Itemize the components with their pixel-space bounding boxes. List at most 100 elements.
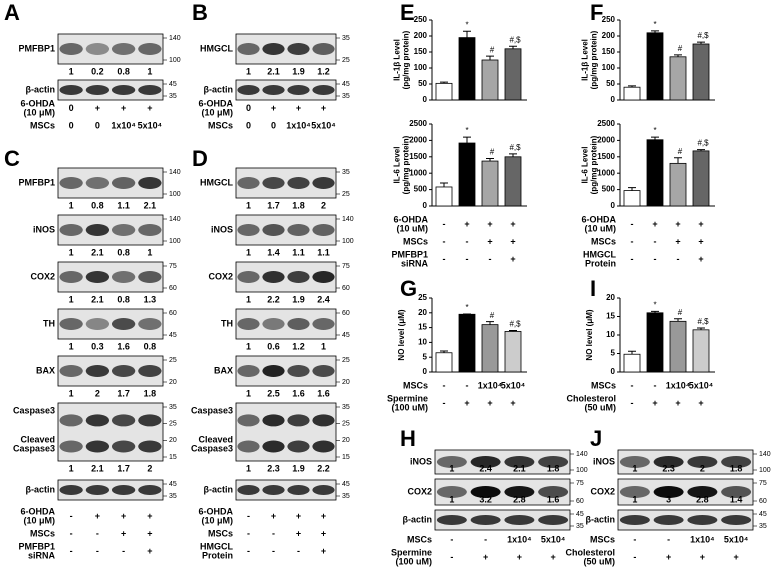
y-tick-label: 500 (602, 185, 616, 194)
blot-band (85, 414, 110, 427)
condition-mark: - (631, 219, 634, 229)
condition-mark: + (296, 103, 301, 113)
condition-mark: + (296, 528, 301, 538)
significance-label: #,$ (509, 320, 521, 329)
condition-mark: - (654, 380, 657, 390)
blot-frame (57, 79, 164, 101)
condition-mark: + (698, 236, 703, 246)
bar (692, 329, 710, 373)
condition-mark: 5x10⁴ (724, 534, 748, 544)
significance-label: # (678, 147, 683, 156)
condition-mark: + (510, 398, 515, 408)
condition-mark: + (487, 219, 492, 229)
blot-band (59, 271, 83, 283)
quant-label: 1 (147, 247, 152, 257)
bar (623, 353, 641, 373)
condition-mark: 0 (69, 103, 74, 113)
y-axis-label: NO level (μM) (397, 309, 406, 360)
quant-label: 1 (69, 294, 74, 304)
blot-band (262, 177, 285, 189)
mw-label: 60 (169, 310, 177, 317)
mw-label: 45 (169, 332, 177, 339)
blot-band (237, 414, 260, 427)
quant-label: 1 (69, 200, 74, 210)
bar (646, 312, 664, 373)
y-tick-label: 15 (418, 323, 427, 332)
quant-label: 1.7 (117, 463, 130, 473)
condition-mark: + (698, 254, 703, 264)
condition-mark: + (510, 254, 515, 264)
blot-band (237, 318, 260, 330)
blot-frame (617, 509, 754, 531)
error-bar (628, 85, 636, 88)
quant-label: 2.1 (513, 463, 526, 473)
mw-label: 35 (342, 35, 350, 42)
quant-label: 0.8 (117, 294, 130, 304)
error-bar (509, 330, 517, 332)
y-tick-label: 5 (611, 349, 616, 358)
bar (504, 48, 522, 101)
mw-label: 100 (169, 57, 181, 64)
protein-label: β-actin (204, 484, 234, 494)
blot-band (59, 318, 83, 330)
condition-mark: 5x10⁴ (689, 380, 713, 390)
bar (435, 82, 453, 101)
condition-mark: + (321, 546, 326, 556)
protein-label: COX2 (208, 271, 233, 281)
blot-band (85, 440, 110, 453)
protein-label: Caspase3 (191, 405, 233, 415)
panel-label: D (192, 146, 208, 171)
condition-mark: - (443, 380, 446, 390)
condition-mark: + (121, 511, 126, 521)
mw-label: 20 (342, 379, 350, 386)
blot-band (312, 485, 335, 495)
error-bar (486, 157, 494, 162)
blot-band (237, 85, 260, 95)
quant-label: 1.1 (292, 247, 305, 257)
blot-band (138, 85, 162, 95)
quant-label: 1.1 (117, 200, 130, 210)
condition-mark: + (271, 511, 276, 521)
mw-label: 75 (576, 480, 584, 487)
condition-mark: + (147, 546, 152, 556)
bar (623, 190, 641, 207)
condition-mark: 5x10⁴ (138, 120, 162, 130)
error-bar (697, 41, 705, 44)
y-tick-label: 200 (602, 31, 616, 40)
condition-mark: - (443, 236, 446, 246)
quant-label: 1 (632, 494, 637, 504)
condition-mark: + (675, 219, 680, 229)
condition-mark: - (631, 236, 634, 246)
significance-label: # (490, 311, 495, 320)
protein-label: β-actin (403, 514, 433, 524)
protein-label: TH (43, 318, 55, 328)
quant-label: 2.2 (317, 463, 330, 473)
condition-mark: 1x10⁴ (478, 380, 502, 390)
quant-label: 1.8 (144, 388, 157, 398)
error-bar (440, 182, 448, 187)
bar (669, 162, 687, 207)
mw-label: 20 (169, 437, 177, 444)
y-tick-label: 100 (414, 63, 428, 72)
quant-label: 1 (69, 341, 74, 351)
blot-band (653, 486, 684, 498)
condition-mark: 5x10⁴ (501, 380, 525, 390)
quant-label: 2 (700, 463, 705, 473)
mw-label: 100 (169, 191, 181, 198)
blot-band (237, 43, 260, 55)
condition-label: MSCs (407, 534, 432, 544)
y-tick-label: 100 (602, 63, 616, 72)
condition-label: 6-OHDA (198, 506, 233, 516)
mw-label: 25 (342, 191, 350, 198)
condition-mark: 0 (271, 120, 276, 130)
blot-band (721, 456, 752, 468)
y-axis-label: IL-1β Level (393, 39, 402, 81)
condition-mark: + (550, 552, 555, 562)
blot-band (85, 365, 110, 377)
blot-band (237, 365, 260, 377)
y-tick-label: 1000 (597, 168, 615, 177)
quant-label: 1 (632, 463, 637, 473)
blot-band (312, 85, 335, 95)
significance-label: #,$ (697, 31, 709, 40)
mw-label: 20 (342, 437, 350, 444)
